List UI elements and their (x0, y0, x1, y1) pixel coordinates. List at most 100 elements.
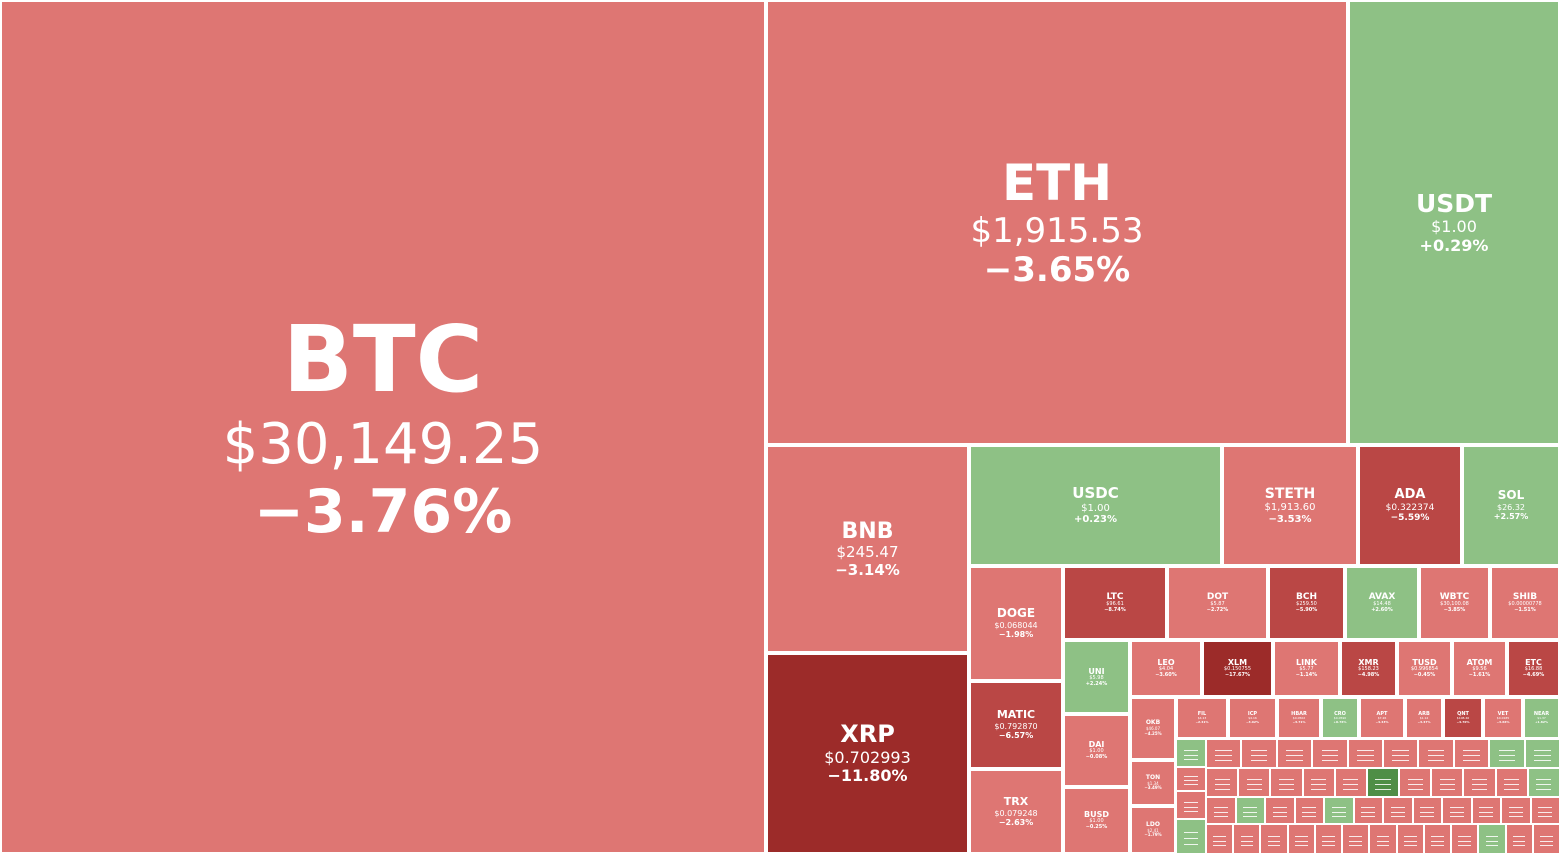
micro-tile-label-line (1407, 784, 1423, 786)
micro-tile[interactable] (1495, 768, 1528, 797)
micro-tile[interactable] (1312, 739, 1348, 768)
micro-tile-label-line (1184, 806, 1198, 808)
micro-tile[interactable] (1383, 739, 1419, 768)
micro-tile[interactable] (1302, 768, 1335, 797)
micro-tile[interactable] (1501, 797, 1531, 824)
tile-ton[interactable]: TON $1.34 −3.49% (1130, 760, 1176, 806)
micro-tile[interactable] (1347, 739, 1383, 768)
tile-bnb[interactable]: BNB $245.47 −3.14% (766, 445, 969, 653)
tile-btc[interactable]: BTC $30,149.25 −3.76% (0, 0, 766, 854)
micro-tile[interactable] (1399, 768, 1432, 797)
tile-avax[interactable]: AVAX $14.48 +2.60% (1345, 566, 1419, 640)
micro-tile-label-line (1343, 779, 1359, 781)
micro-tile[interactable] (1342, 824, 1370, 854)
micro-tile[interactable] (1176, 791, 1206, 819)
tile-usdc[interactable]: USDC $1.00 +0.23% (969, 445, 1222, 566)
tile-shib[interactable]: SHIB $0.00000778 −1.51% (1490, 566, 1560, 640)
tile-ltc[interactable]: LTC $96.61 −8.74% (1063, 566, 1167, 640)
tile-xrp[interactable]: XRP $0.702993 −11.80% (766, 653, 969, 854)
tile-xmr[interactable]: XMR $158.23 −4.98% (1340, 640, 1397, 697)
tile-qnt[interactable]: QNT $108.46 −4.70% (1443, 697, 1483, 739)
micro-tile-label-line (1427, 750, 1445, 752)
micro-tile[interactable] (1527, 768, 1560, 797)
tile-price-label: $1,913.60 (1264, 502, 1316, 514)
micro-tile[interactable] (1294, 797, 1324, 824)
micro-tile[interactable] (1238, 768, 1271, 797)
tile-fil[interactable]: FIL $4.13 −2.41% (1176, 697, 1228, 739)
micro-tile[interactable] (1366, 768, 1400, 797)
micro-tile[interactable] (1453, 739, 1490, 768)
tile-dai[interactable]: DAI $1.00 −0.08% (1063, 714, 1130, 787)
micro-tile[interactable] (1324, 797, 1354, 824)
micro-tile[interactable] (1176, 739, 1206, 767)
micro-tile[interactable] (1442, 797, 1472, 824)
tile-xlm[interactable]: XLM $0.150755 −17.67% (1202, 640, 1273, 697)
micro-tile[interactable] (1206, 824, 1234, 854)
micro-tile[interactable] (1471, 797, 1501, 824)
tile-near[interactable]: NEAR $1.37 +1.82% (1523, 697, 1560, 739)
tile-usdt[interactable]: USDT $1.00 +0.29% (1348, 0, 1560, 445)
micro-tile[interactable] (1265, 797, 1295, 824)
micro-tile[interactable] (1270, 768, 1303, 797)
tile-price-label: $7.26 (1377, 716, 1387, 721)
micro-tile[interactable] (1206, 768, 1239, 797)
micro-tile[interactable] (1276, 739, 1313, 768)
micro-tile[interactable] (1412, 797, 1442, 824)
micro-tile[interactable] (1418, 739, 1454, 768)
micro-tile[interactable] (1369, 824, 1397, 854)
tile-link[interactable]: LINK $5.77 −1.14% (1273, 640, 1340, 697)
tile-arb[interactable]: ARB $1.12 −3.47% (1405, 697, 1443, 739)
micro-tile[interactable] (1396, 824, 1424, 854)
micro-tile[interactable] (1431, 768, 1464, 797)
micro-tile-label-line (1322, 840, 1335, 842)
micro-tile[interactable] (1353, 797, 1383, 824)
micro-tile[interactable] (1530, 797, 1560, 824)
tile-eth[interactable]: ETH $1,915.53 −3.65% (766, 0, 1348, 445)
tile-leo[interactable]: LEO $4.04 −3.60% (1130, 640, 1202, 697)
micro-tile[interactable] (1176, 767, 1206, 791)
tile-bch[interactable]: BCH $259.50 −5.90% (1268, 566, 1345, 640)
micro-tile[interactable] (1423, 824, 1452, 854)
tile-steth[interactable]: STETH $1,913.60 −3.53% (1222, 445, 1358, 566)
micro-tile[interactable] (1334, 768, 1367, 797)
tile-etc[interactable]: ETC $16.88 −4.69% (1507, 640, 1560, 697)
micro-tile[interactable] (1241, 739, 1277, 768)
micro-tile[interactable] (1505, 824, 1533, 854)
micro-tile[interactable] (1314, 824, 1343, 854)
tile-busd[interactable]: BUSD $1.00 −0.25% (1063, 787, 1130, 854)
tile-cro[interactable]: CRO $0.0590 +0.76% (1321, 697, 1359, 739)
tile-okb[interactable]: OKB $46.07 −4.25% (1130, 697, 1176, 760)
tile-uni[interactable]: UNI $5.98 +2.24% (1063, 640, 1130, 714)
micro-tile[interactable] (1287, 824, 1315, 854)
tile-trx[interactable]: TRX $0.079248 −2.63% (969, 769, 1063, 854)
micro-tile[interactable] (1206, 739, 1242, 768)
tile-matic[interactable]: MATIC $0.792870 −6.57% (969, 681, 1063, 769)
micro-tile[interactable] (1478, 824, 1506, 854)
tile-vet[interactable]: VET $0.0185 −3.66% (1483, 697, 1523, 739)
tile-atom[interactable]: ATOM $9.56 −1.61% (1452, 640, 1507, 697)
tile-hbar[interactable]: HBAR $0.0502 −3.71% (1277, 697, 1321, 739)
micro-tile[interactable] (1451, 824, 1479, 854)
tile-ldo[interactable]: LDO $2.41 −1.79% (1130, 806, 1176, 854)
micro-tile[interactable] (1233, 824, 1261, 854)
tile-price-label: $1,915.53 (970, 211, 1144, 252)
tile-change-label: −2.41% (1195, 719, 1209, 724)
tile-wbtc[interactable]: WBTC $30,100.08 −3.85% (1419, 566, 1490, 640)
tile-doge[interactable]: DOGE $0.068044 −1.98% (969, 566, 1063, 681)
micro-tile[interactable] (1489, 739, 1525, 768)
tile-sol[interactable]: SOL $26.32 +2.57% (1462, 445, 1560, 566)
micro-tile-label-line (1458, 845, 1471, 847)
micro-tile[interactable] (1260, 824, 1288, 854)
micro-tile[interactable] (1524, 739, 1560, 768)
tile-tusd[interactable]: TUSD $0.996854 −0.45% (1397, 640, 1452, 697)
tile-dot[interactable]: DOT $5.87 −2.72% (1167, 566, 1268, 640)
micro-tile[interactable] (1532, 824, 1560, 854)
micro-tile[interactable] (1176, 819, 1206, 854)
micro-tile[interactable] (1463, 768, 1496, 797)
tile-ada[interactable]: ADA $0.322374 −5.59% (1358, 445, 1462, 566)
tile-icp[interactable]: ICP $4.16 −3.02% (1228, 697, 1277, 739)
micro-tile[interactable] (1235, 797, 1265, 824)
tile-apt[interactable]: APT $7.26 −4.43% (1359, 697, 1405, 739)
micro-tile[interactable] (1383, 797, 1413, 824)
micro-tile[interactable] (1206, 797, 1236, 824)
